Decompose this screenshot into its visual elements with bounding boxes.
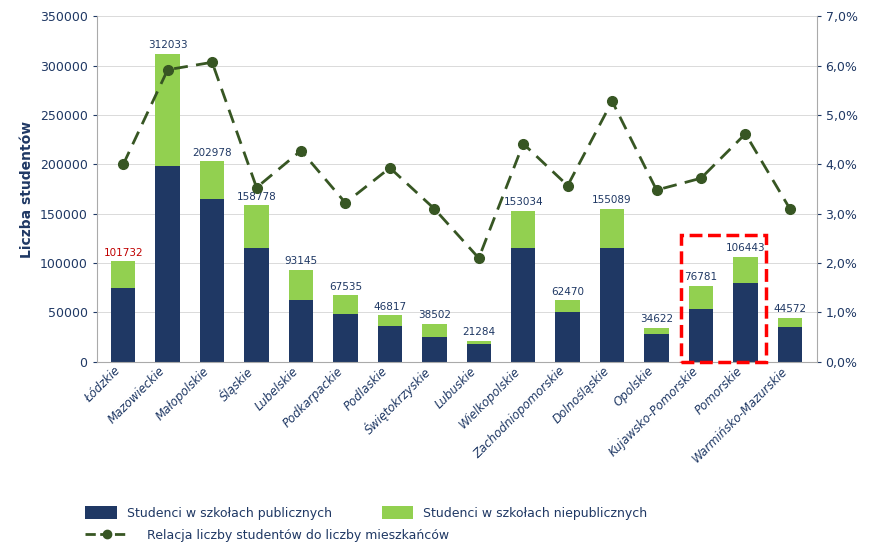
Text: 202978: 202978: [192, 148, 232, 158]
Bar: [644, 328, 668, 334]
Text: 93145: 93145: [284, 256, 317, 266]
Bar: [466, 341, 490, 344]
Bar: [377, 316, 402, 326]
Bar: [377, 326, 402, 362]
Bar: [680, 235, 765, 362]
Bar: [244, 205, 268, 248]
Text: 158778: 158778: [237, 192, 276, 202]
Bar: [111, 288, 135, 362]
Bar: [333, 315, 357, 362]
Bar: [777, 327, 802, 362]
Text: 76781: 76781: [684, 272, 717, 282]
Bar: [155, 167, 180, 362]
Bar: [732, 256, 757, 283]
Legend: Studenci w szkołach publicznych, Studenci w szkołach niepublicznych: Studenci w szkołach publicznych, Studenc…: [85, 506, 646, 520]
Bar: [200, 199, 225, 362]
Text: 34622: 34622: [639, 314, 673, 324]
Bar: [732, 283, 757, 362]
Text: 62470: 62470: [551, 287, 583, 296]
Bar: [200, 162, 225, 199]
Text: 21284: 21284: [461, 327, 495, 337]
Bar: [289, 270, 313, 300]
Bar: [333, 295, 357, 315]
Bar: [111, 261, 135, 288]
Text: 38502: 38502: [417, 310, 450, 320]
Bar: [155, 54, 180, 167]
Bar: [599, 248, 624, 362]
Legend:   Relacja liczby studentów do liczby mieszkańców: Relacja liczby studentów do liczby miesz…: [85, 529, 449, 542]
Bar: [289, 300, 313, 362]
Text: 153034: 153034: [503, 197, 542, 207]
Bar: [555, 312, 579, 362]
Bar: [422, 324, 446, 337]
Text: 155089: 155089: [592, 195, 631, 206]
Text: 46817: 46817: [373, 302, 406, 312]
Bar: [510, 248, 535, 362]
Y-axis label: Liczba studentów: Liczba studentów: [20, 121, 34, 258]
Text: 44572: 44572: [773, 304, 805, 314]
Bar: [777, 318, 802, 327]
Bar: [555, 300, 579, 312]
Bar: [510, 211, 535, 248]
Bar: [422, 337, 446, 362]
Bar: [244, 248, 268, 362]
Bar: [644, 334, 668, 362]
Bar: [466, 344, 490, 362]
Bar: [688, 310, 712, 362]
Text: 106443: 106443: [724, 243, 765, 253]
Text: 101732: 101732: [103, 248, 143, 258]
Text: 312033: 312033: [147, 41, 188, 50]
Text: 67535: 67535: [329, 282, 361, 292]
Bar: [599, 209, 624, 248]
Bar: [688, 286, 712, 310]
